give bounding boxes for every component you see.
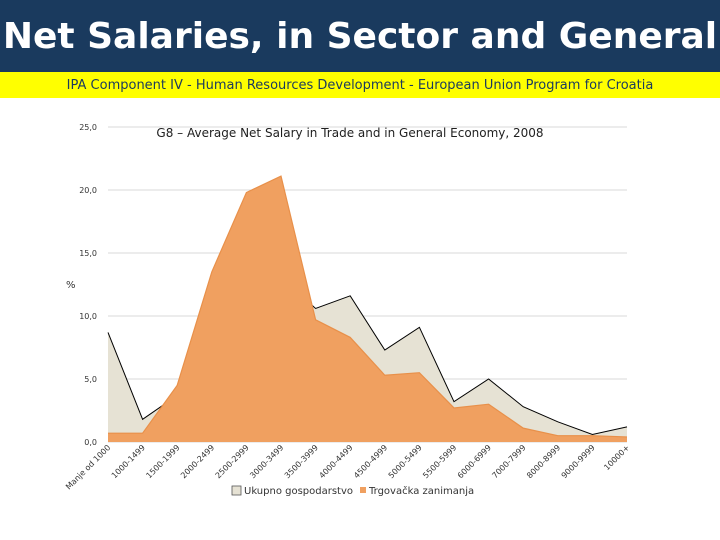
y-axis-ticks: 0,0 5,0 10,0 15,0 20,0 25,0 xyxy=(79,123,97,447)
x-axis-ticks: Manje od 10001000-14991500-19992000-2499… xyxy=(64,443,631,491)
y-tick-label: 20,0 xyxy=(79,186,97,195)
page-title: Net Salaries, in Sector and General xyxy=(2,15,718,57)
y-tick-label: 10,0 xyxy=(79,312,97,321)
subtitle-bar: IPA Component IV - Human Resources Devel… xyxy=(0,72,720,98)
y-axis-label: % xyxy=(66,280,76,291)
x-tick-label: Manje od 1000 xyxy=(64,443,112,491)
x-tick-label: 6000-6999 xyxy=(456,443,493,480)
y-tick-label: 15,0 xyxy=(79,249,97,258)
x-tick-label: 9000-9999 xyxy=(560,443,597,480)
x-tick-label: 1000-1499 xyxy=(110,443,147,480)
x-tick-label: 4500-4999 xyxy=(352,443,389,480)
x-tick-label: 3500-3999 xyxy=(283,443,320,480)
x-tick-label: 5000-5499 xyxy=(387,443,424,480)
chart-areas xyxy=(107,175,628,442)
y-tick-label: 25,0 xyxy=(79,123,97,132)
y-tick-label: 5,0 xyxy=(84,375,97,384)
area-series-trade xyxy=(108,176,627,442)
y-tick-label: 0,0 xyxy=(84,438,97,447)
header-banner: Net Salaries, in Sector and General xyxy=(0,0,720,72)
x-tick-label: 5500-5999 xyxy=(421,443,458,480)
legend-label-trade: Trgovačka zanimanja xyxy=(368,485,474,497)
line-series-trade xyxy=(108,175,628,438)
x-tick-label: 1500-1999 xyxy=(144,443,181,480)
legend-swatch-trade xyxy=(360,487,366,493)
x-tick-label: 3000-3499 xyxy=(248,443,285,480)
legend-swatch-total xyxy=(231,485,242,496)
x-tick-label: 8000-8999 xyxy=(525,443,562,480)
chart-legend: Ukupno gospodarstvo Trgovačka zanimanja xyxy=(231,485,474,497)
x-tick-label: 7000-7999 xyxy=(490,443,527,480)
subtitle-text: IPA Component IV - Human Resources Devel… xyxy=(66,77,654,93)
chart-title: G8 – Average Net Salary in Trade and in … xyxy=(156,126,543,140)
x-tick-label: 2500-2999 xyxy=(214,443,251,480)
legend-label-total: Ukupno gospodarstvo xyxy=(244,486,353,497)
x-tick-label: 10000+ xyxy=(602,443,631,472)
x-tick-label: 2000-2499 xyxy=(179,443,216,480)
x-tick-label: 4000-4499 xyxy=(317,443,354,480)
